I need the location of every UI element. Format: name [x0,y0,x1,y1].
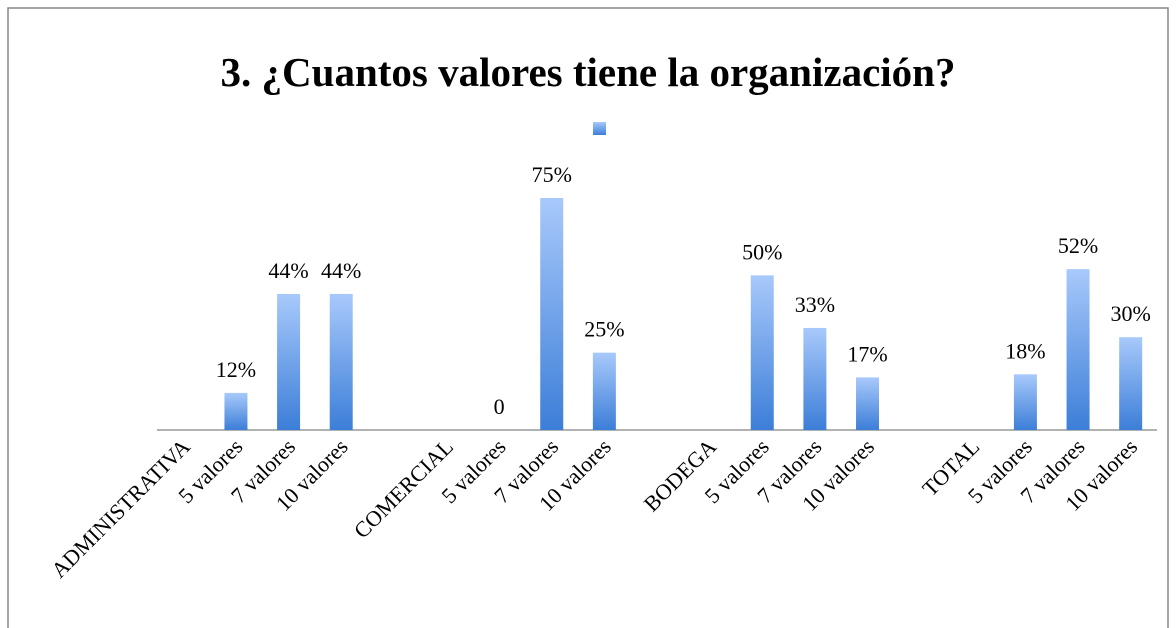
bar [1119,337,1143,430]
bar [1013,374,1037,430]
bar [540,198,564,430]
data-label: 25% [584,317,624,342]
bar [856,377,880,430]
data-label: 12% [216,357,256,382]
bar [592,352,616,430]
legend-swatch [593,122,606,135]
bar [750,275,774,430]
data-label: 52% [1058,233,1098,258]
data-label: 17% [847,341,887,366]
data-label: 18% [1005,338,1045,363]
data-label: 0 [494,394,505,419]
data-label: 50% [742,239,782,264]
data-label: 44% [321,258,361,283]
data-label: 30% [1111,301,1151,326]
bar [1066,269,1090,430]
data-label: 33% [795,292,835,317]
chart-title: 3. ¿Cuantos valores tiene la organizació… [221,49,956,95]
data-label: 75% [532,162,572,187]
bar [224,392,248,430]
data-label: 44% [268,258,308,283]
frame [7,7,1169,628]
bar [277,293,301,430]
bar [803,327,827,430]
bar [329,293,353,430]
